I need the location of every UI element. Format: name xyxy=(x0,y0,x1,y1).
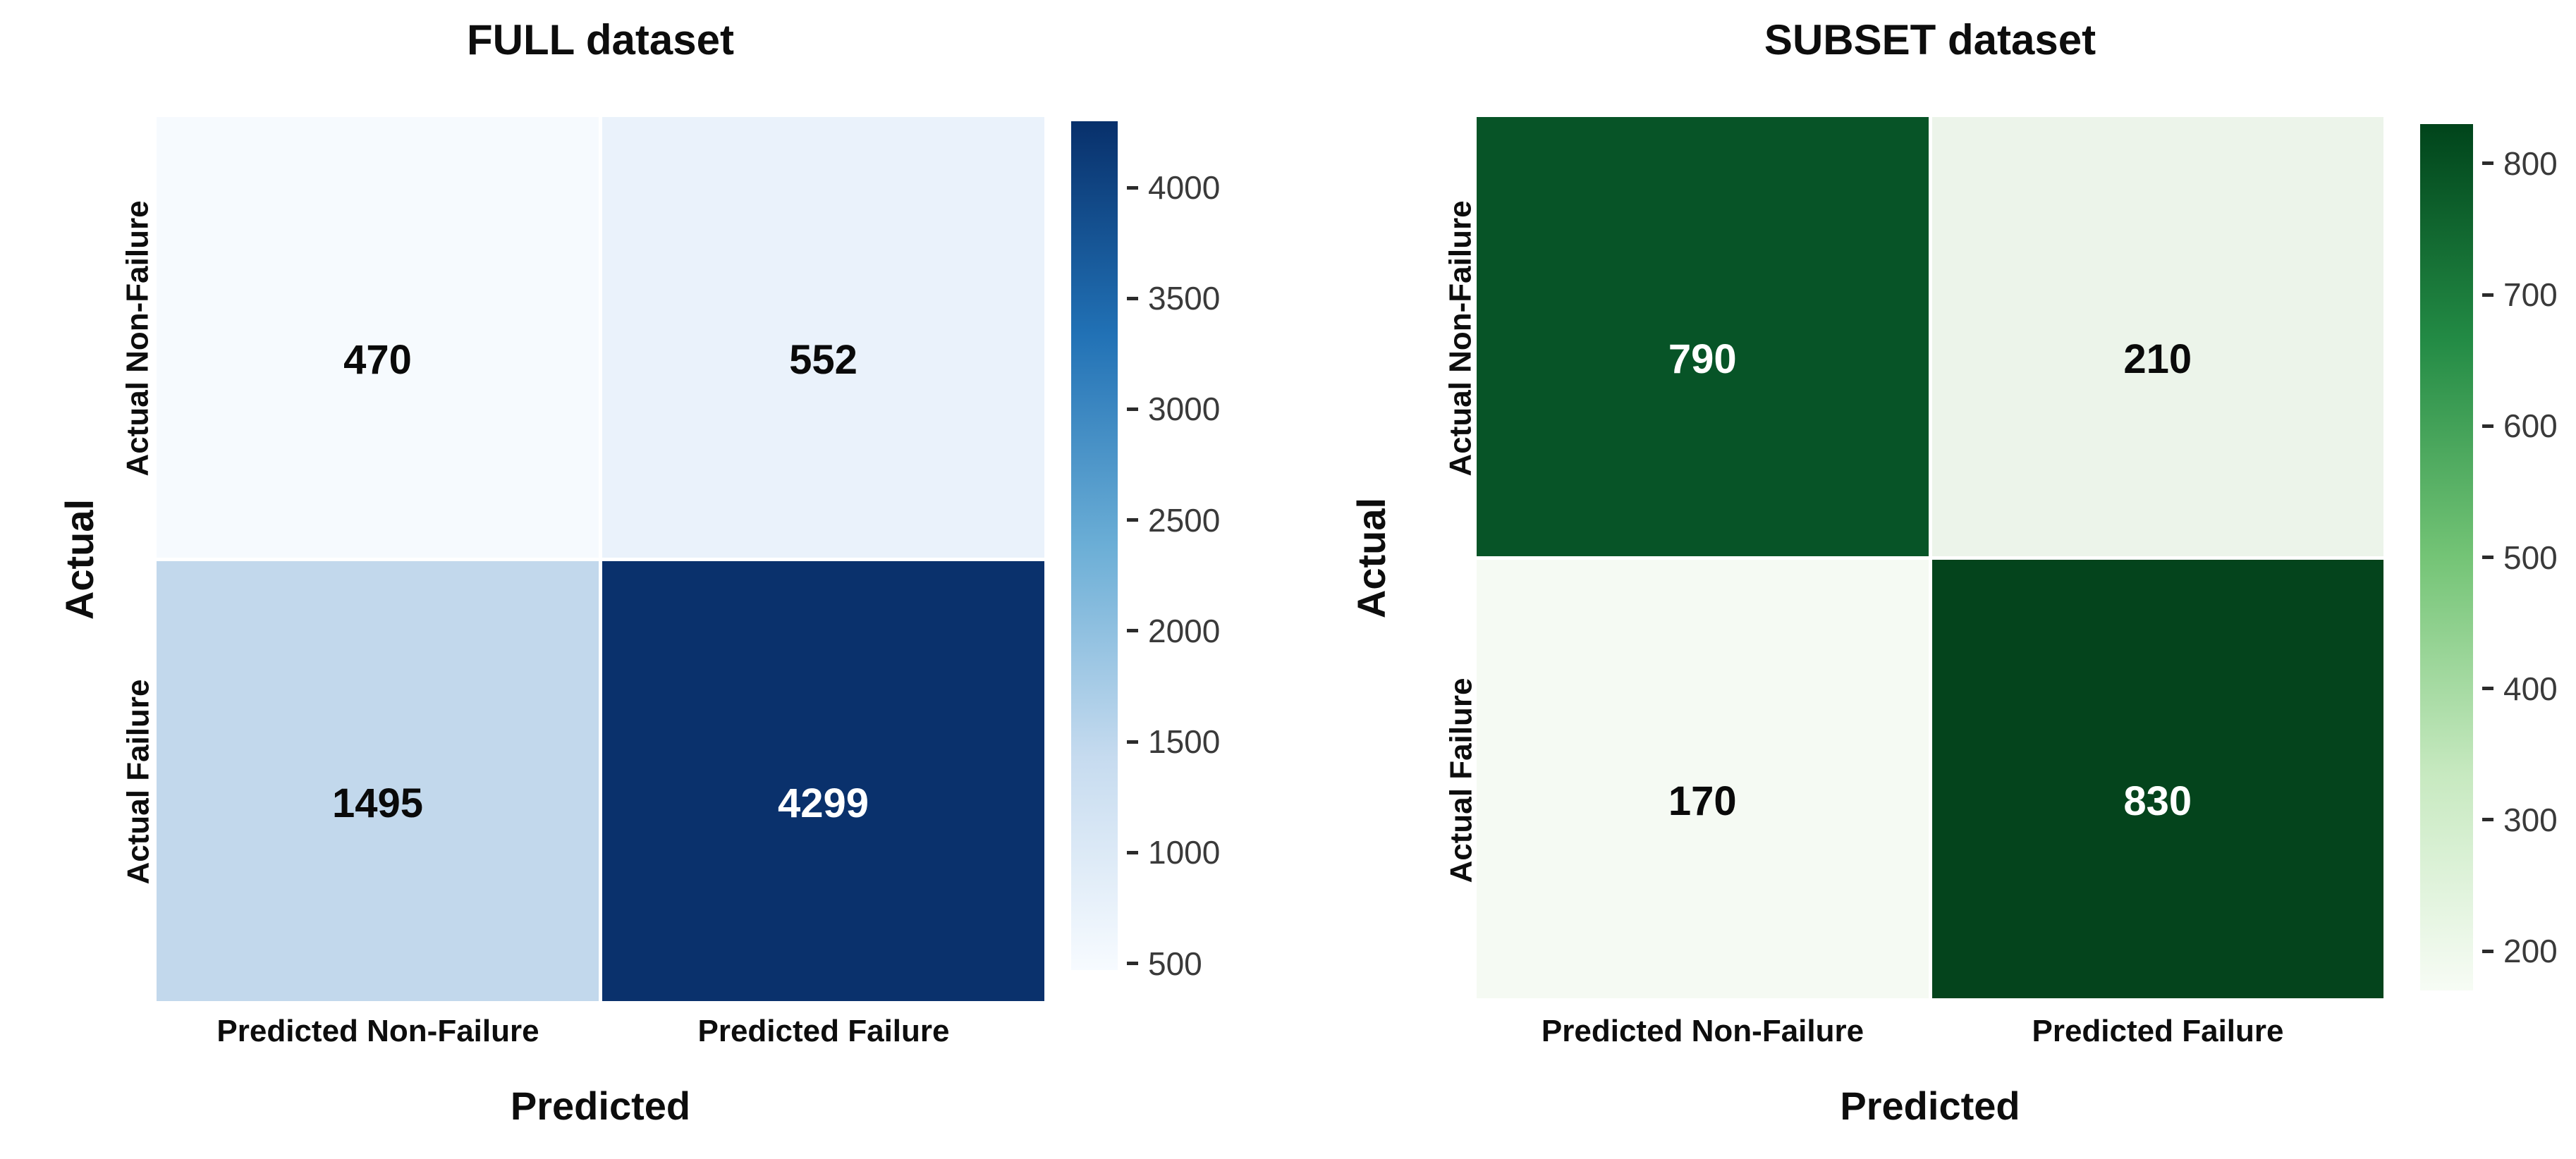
y-axis-label-wrap-subset: Actual xyxy=(1333,117,1410,998)
colorbar-tick: 700 xyxy=(2482,276,2558,314)
x-tick-predicted-failure-full: Predicted Failure xyxy=(697,1014,950,1048)
colorbar-tick: 1000 xyxy=(1127,833,1220,871)
tick-label: 2000 xyxy=(1148,612,1221,649)
tick-label: 600 xyxy=(2503,407,2558,445)
cell-value: 830 xyxy=(2123,778,2192,825)
chart-title-full: FULL dataset xyxy=(467,16,734,63)
tick-mark xyxy=(2482,949,2493,953)
tick-mark xyxy=(1127,407,1138,411)
x-tick-predicted-non-failure-full: Predicted Non-Failure xyxy=(216,1014,539,1048)
colorbar-tick: 500 xyxy=(2482,539,2558,577)
cell-full-actual-failure-pred-nonfailure: 1495 xyxy=(157,560,599,1001)
tick-label: 200 xyxy=(2503,933,2558,970)
colorbar-tick: 300 xyxy=(2482,801,2558,839)
tick-mark xyxy=(2482,556,2493,559)
colorbar-tick: 1500 xyxy=(1127,723,1220,761)
cell-value: 4299 xyxy=(777,780,869,827)
colorbar-tick: 800 xyxy=(2482,145,2558,183)
colorbar-subset xyxy=(2420,124,2473,991)
colorbar-ticks-1: 800 700 600 500 400 300 200 xyxy=(2482,124,2576,991)
tick-label: 300 xyxy=(2503,801,2558,838)
tick-label: 1500 xyxy=(1148,723,1221,761)
colorbar-tick: 3000 xyxy=(1127,390,1220,428)
x-axis-label-full: Predicted xyxy=(510,1084,691,1128)
tick-label: 400 xyxy=(2503,670,2558,707)
colorbar-tick: 3500 xyxy=(1127,279,1220,317)
colorbar-full xyxy=(1071,121,1118,970)
y-axis-label-subset: Actual xyxy=(1349,497,1394,618)
cell-subset-actual-nonfailure-pred-failure: 210 xyxy=(1931,117,2383,556)
tick-label: 500 xyxy=(1148,945,1202,982)
tick-mark xyxy=(2482,293,2493,297)
tick-label: 500 xyxy=(2503,539,2558,576)
cell-full-actual-nonfailure-pred-nonfailure: 470 xyxy=(157,117,599,558)
colorbar-tick: 600 xyxy=(2482,407,2558,445)
colorbar-tick: 400 xyxy=(2482,670,2558,708)
tick-mark xyxy=(2482,161,2493,166)
cell-subset-actual-failure-pred-failure: 830 xyxy=(1931,559,2383,998)
tick-mark xyxy=(2482,424,2493,428)
colorbar-tick: 200 xyxy=(2482,932,2558,970)
tick-mark xyxy=(1127,740,1138,744)
heatmap-subset: 790 210 170 830 xyxy=(1477,117,2383,998)
cell-subset-actual-nonfailure-pred-nonfailure: 790 xyxy=(1477,117,1929,556)
tick-mark xyxy=(1127,850,1138,854)
colorbar-tick: 2500 xyxy=(1127,501,1220,539)
cell-value: 790 xyxy=(1668,336,1737,382)
cell-value: 1495 xyxy=(331,780,424,827)
tick-label: 1000 xyxy=(1148,834,1221,871)
heatmap-full: 470 552 1495 4299 xyxy=(157,117,1044,1001)
tick-label: 3500 xyxy=(1148,280,1221,317)
x-tick-predicted-failure-subset: Predicted Failure xyxy=(2032,1014,2284,1048)
colorbar-tick: 500 xyxy=(1127,945,1202,983)
cell-subset-actual-failure-pred-nonfailure: 170 xyxy=(1477,559,1929,998)
x-tick-predicted-non-failure-subset: Predicted Non-Failure xyxy=(1541,1014,1864,1048)
cell-full-actual-nonfailure-pred-failure: 552 xyxy=(602,117,1044,558)
cell-value: 552 xyxy=(789,336,857,383)
colorbar-ticks-0: 4000 3500 3000 2500 2000 1500 1000 500 xyxy=(1127,121,1282,982)
tick-label: 4000 xyxy=(1148,169,1221,207)
cell-value: 210 xyxy=(2123,336,2192,382)
cell-full-actual-failure-pred-failure: 4299 xyxy=(602,560,1044,1001)
tick-mark xyxy=(1127,296,1138,300)
y-axis-label-full: Actual xyxy=(57,498,102,620)
tick-label: 800 xyxy=(2503,145,2558,182)
tick-mark xyxy=(1127,629,1138,633)
tick-label: 3000 xyxy=(1148,391,1221,428)
colorbar-tick: 2000 xyxy=(1127,612,1220,650)
x-axis-label-subset: Predicted xyxy=(1840,1084,2020,1128)
cell-value: 470 xyxy=(343,336,412,383)
tick-label: 700 xyxy=(2503,276,2558,314)
tick-label: 2500 xyxy=(1148,501,1221,539)
tick-mark xyxy=(1127,962,1138,966)
colorbar-tick: 4000 xyxy=(1127,168,1220,207)
tick-mark xyxy=(2482,818,2493,822)
chart-title-subset: SUBSET dataset xyxy=(1764,16,2096,63)
tick-mark xyxy=(1127,518,1138,522)
cell-value: 170 xyxy=(1668,778,1737,825)
tick-mark xyxy=(1127,185,1138,190)
tick-mark xyxy=(2482,687,2493,691)
